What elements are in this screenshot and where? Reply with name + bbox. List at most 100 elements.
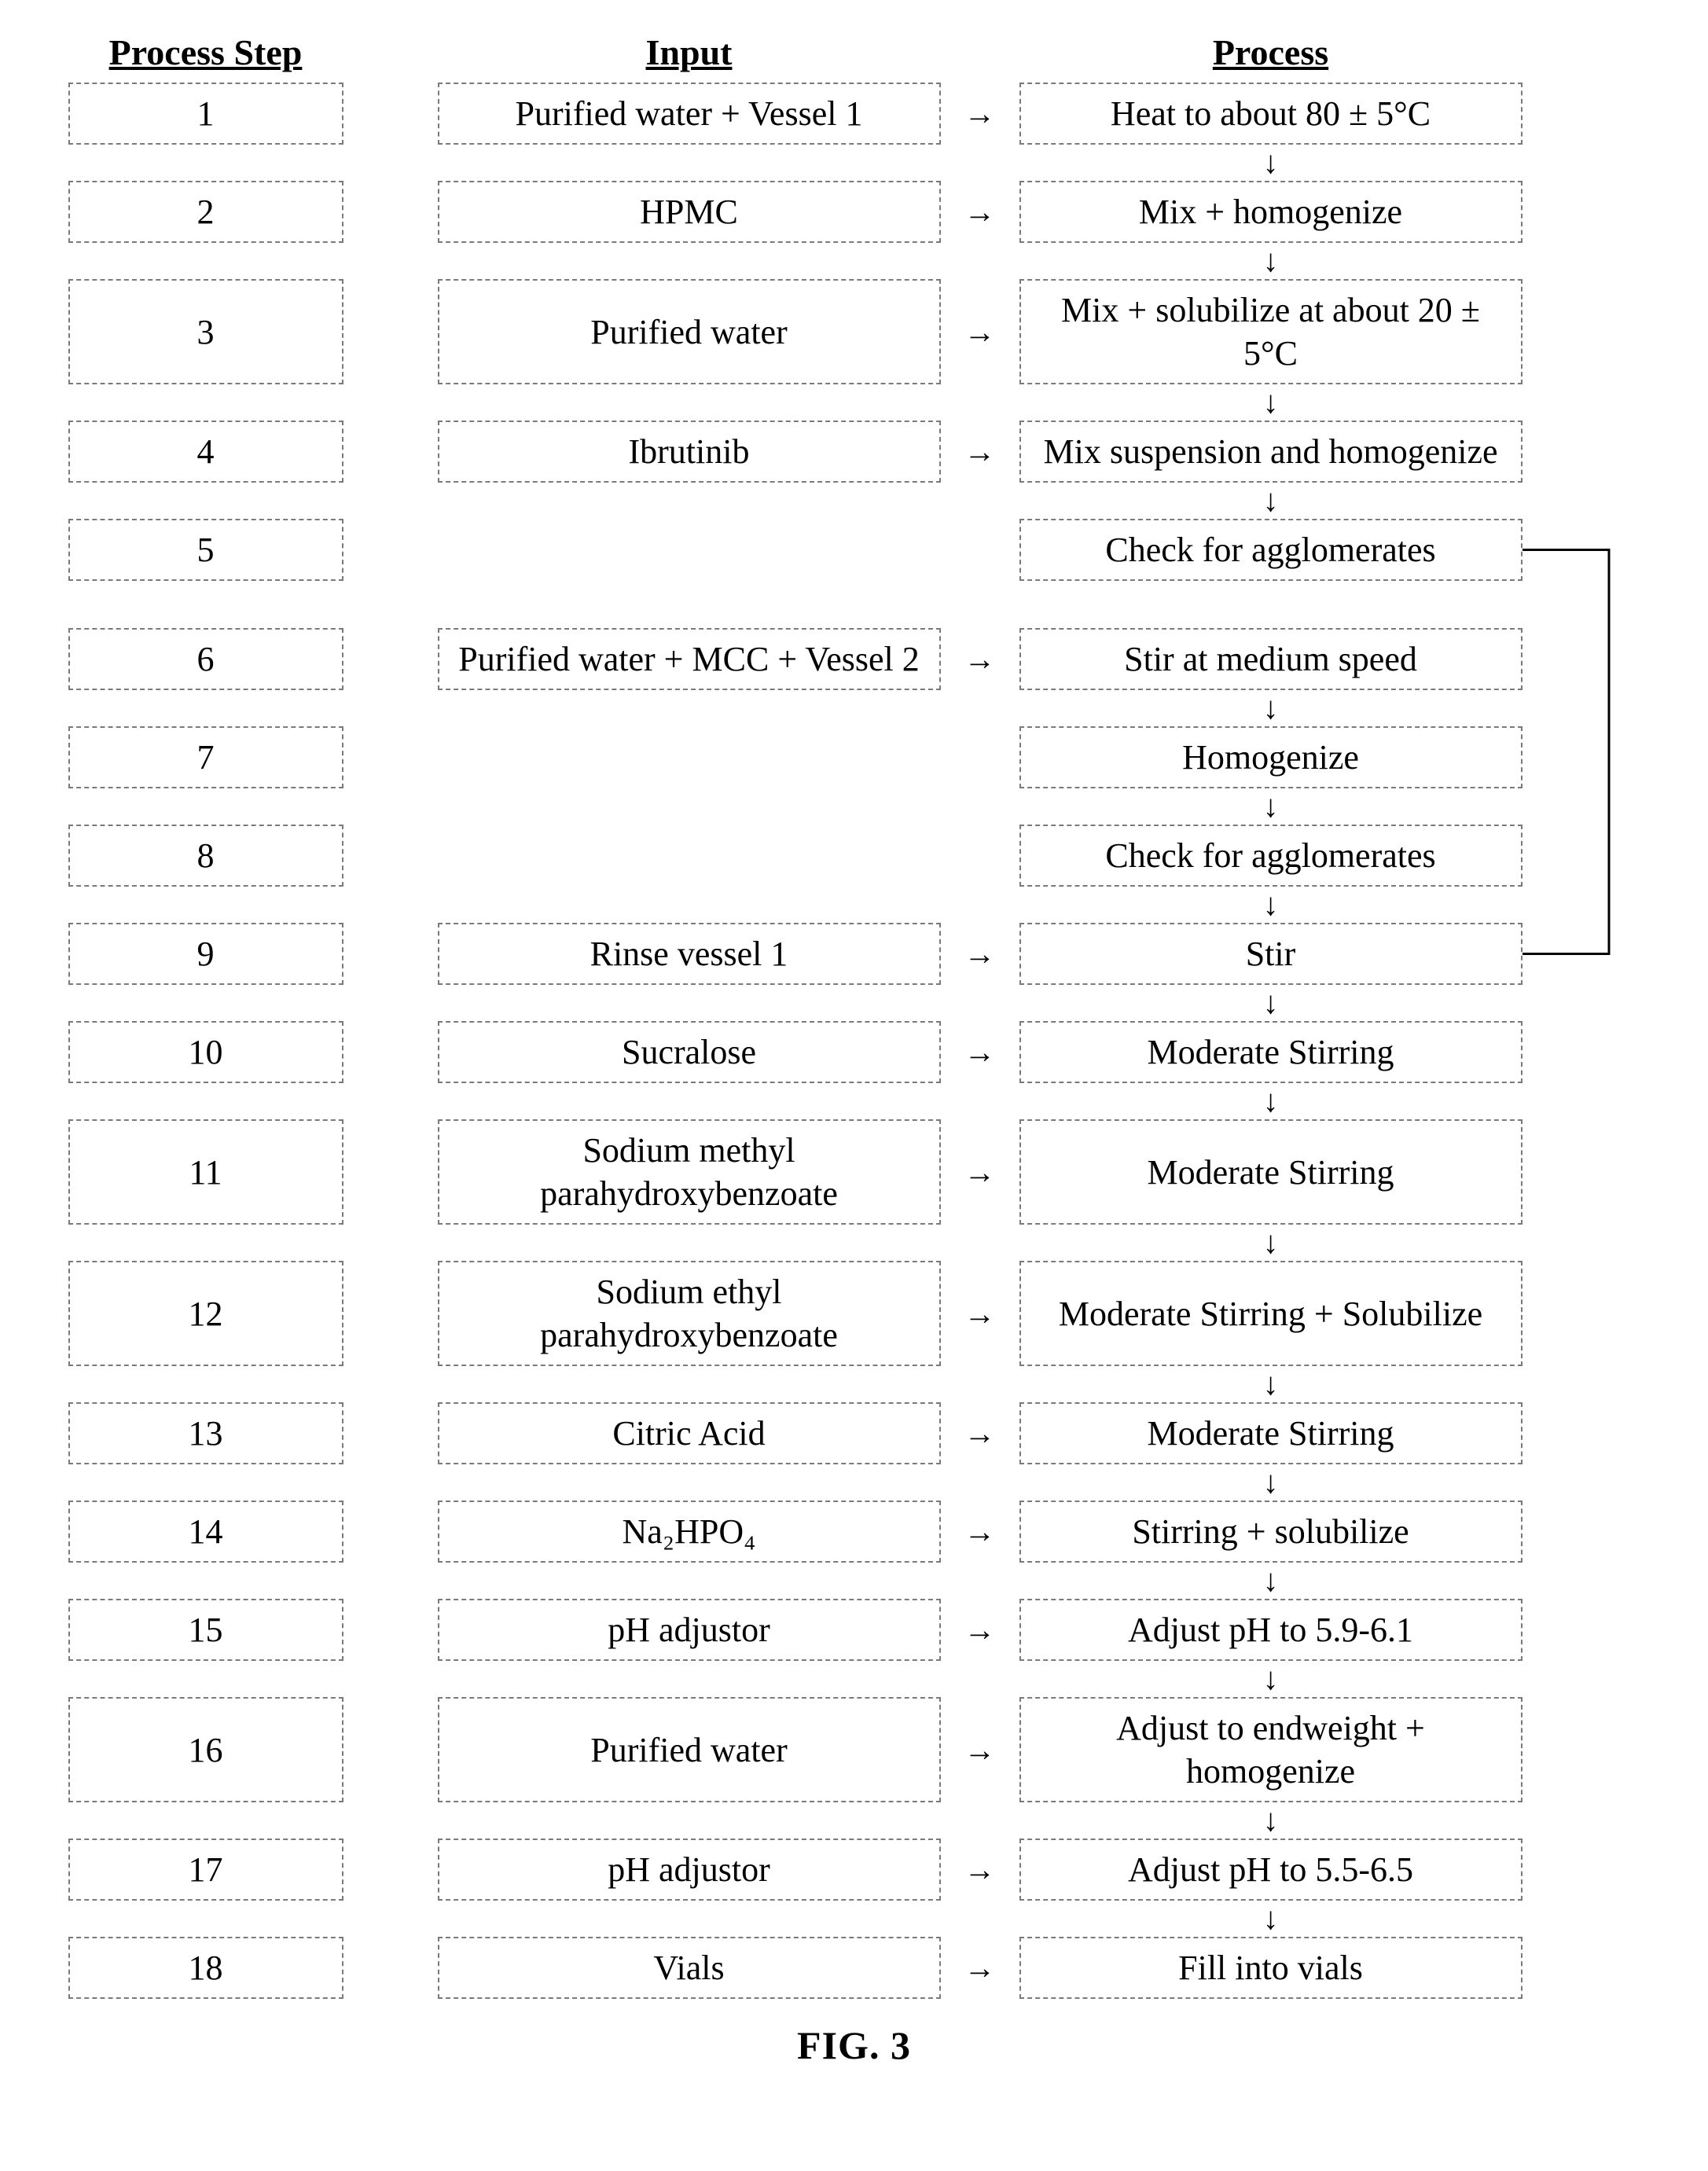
arrow-down-icon: ↓ bbox=[1019, 384, 1523, 421]
process-row: 2HPMC→Mix + homogenize bbox=[68, 181, 1640, 243]
input-cell: Purified water + MCC + Vessel 2 bbox=[438, 628, 941, 690]
process-cell: Adjust pH to 5.5-6.5 bbox=[1019, 1839, 1523, 1901]
input-cell-empty bbox=[438, 726, 941, 788]
side-column bbox=[1523, 519, 1640, 581]
step-number-cell: 14 bbox=[68, 1501, 343, 1563]
side-column bbox=[1523, 83, 1640, 145]
arrow-right-icon bbox=[941, 519, 1019, 581]
process-row: 18Vials→Fill into vials bbox=[68, 1937, 1640, 1999]
step-number-cell: 2 bbox=[68, 181, 343, 243]
input-cell: Sucralose bbox=[438, 1021, 941, 1083]
process-row: 14 Na₂HPO₄→Stirring + solubilize bbox=[68, 1501, 1640, 1563]
arrow-down-icon: ↓ bbox=[1019, 145, 1523, 181]
input-cell: Ibrutinib bbox=[438, 421, 941, 483]
process-row: 7 Homogenize bbox=[68, 726, 1640, 788]
input-cell: pH adjustor bbox=[438, 1839, 941, 1901]
process-cell: Moderate Stirring + Solubilize bbox=[1019, 1261, 1523, 1366]
down-arrow-row: ↓ bbox=[68, 384, 1640, 421]
process-cell: Homogenize bbox=[1019, 726, 1523, 788]
arrow-right-icon: → bbox=[941, 1261, 1019, 1366]
down-arrow-row: ↓ bbox=[68, 1901, 1640, 1937]
down-arrow-row: ↓ bbox=[68, 483, 1640, 519]
input-cell: Sodium methyl parahydroxybenzoate bbox=[438, 1119, 941, 1225]
step-number-cell: 7 bbox=[68, 726, 343, 788]
side-column bbox=[1523, 825, 1640, 887]
input-cell: Citric Acid bbox=[438, 1402, 941, 1464]
process-row: 1Purified water + Vessel 1→Heat to about… bbox=[68, 83, 1640, 145]
arrow-down-icon: ↓ bbox=[1019, 1366, 1523, 1402]
step-number-cell: 4 bbox=[68, 421, 343, 483]
input-cell: Rinse vessel 1 bbox=[438, 923, 941, 985]
arrow-down-icon: ↓ bbox=[1019, 788, 1523, 825]
down-arrow-row: ↓ bbox=[68, 887, 1640, 923]
side-column bbox=[1523, 1021, 1640, 1083]
input-cell: Sodium ethyl parahydroxybenzoate bbox=[438, 1261, 941, 1366]
input-cell: Purified water bbox=[438, 279, 941, 384]
process-cell: Stirring + solubilize bbox=[1019, 1501, 1523, 1563]
side-column bbox=[1523, 421, 1640, 483]
side-column bbox=[1523, 628, 1640, 690]
arrow-right-icon: → bbox=[941, 1839, 1019, 1901]
process-cell: Mix + homogenize bbox=[1019, 181, 1523, 243]
arrow-right-icon: → bbox=[941, 1937, 1019, 1999]
side-column bbox=[1523, 726, 1640, 788]
process-cell: Stir bbox=[1019, 923, 1523, 985]
side-column bbox=[1523, 923, 1640, 985]
input-cell: Na₂HPO₄ bbox=[438, 1501, 941, 1563]
down-arrow-row: ↓ bbox=[68, 1802, 1640, 1839]
arrow-down-icon: ↓ bbox=[1019, 690, 1523, 726]
step-number-cell: 5 bbox=[68, 519, 343, 581]
process-row: 6 Purified water + MCC + Vessel 2→Stir at… bbox=[68, 628, 1640, 690]
process-cell: Mix + solubilize at about 20 ± 5°C bbox=[1019, 279, 1523, 384]
arrow-down-icon: ↓ bbox=[1019, 1464, 1523, 1501]
down-arrow-row: ↓ bbox=[68, 1661, 1640, 1697]
step-number-cell: 13 bbox=[68, 1402, 343, 1464]
header-process: Process bbox=[1019, 31, 1523, 73]
down-arrow-row: ↓ bbox=[68, 1083, 1640, 1119]
side-column bbox=[1523, 181, 1640, 243]
arrow-down-icon: ↓ bbox=[1019, 985, 1523, 1021]
arrow-right-icon: → bbox=[941, 628, 1019, 690]
process-cell: Fill into vials bbox=[1019, 1937, 1523, 1999]
side-column bbox=[1523, 1599, 1640, 1661]
step-number-cell: 9 bbox=[68, 923, 343, 985]
arrow-right-icon: → bbox=[941, 1402, 1019, 1464]
side-column bbox=[1523, 1501, 1640, 1563]
flowchart-page: Process Step Input Process 1Purified wat… bbox=[68, 31, 1640, 2068]
arrow-right-icon: → bbox=[941, 279, 1019, 384]
side-column bbox=[1523, 279, 1640, 384]
side-column bbox=[1523, 1839, 1640, 1901]
input-cell-empty bbox=[438, 825, 941, 887]
arrow-right-icon: → bbox=[941, 1501, 1019, 1563]
side-column bbox=[1523, 1402, 1640, 1464]
process-row: 3 Purified water→Mix + solubilize at abou… bbox=[68, 279, 1640, 384]
down-arrow-row: ↓ bbox=[68, 985, 1640, 1021]
figure-label: FIG. 3 bbox=[68, 2022, 1640, 2068]
down-arrow-row: ↓ bbox=[68, 1464, 1640, 1501]
step-number-cell: 10 bbox=[68, 1021, 343, 1083]
process-row: 10Sucralose→Moderate Stirring bbox=[68, 1021, 1640, 1083]
arrow-right-icon: → bbox=[941, 181, 1019, 243]
down-arrow-row: ↓ bbox=[68, 788, 1640, 825]
process-row: 17 pH adjustor→Adjust pH to 5.5-6.5 bbox=[68, 1839, 1640, 1901]
process-cell: Moderate Stirring bbox=[1019, 1119, 1523, 1225]
header-input: Input bbox=[438, 31, 941, 73]
process-cell: Stir at medium speed bbox=[1019, 628, 1523, 690]
arrow-right-icon bbox=[941, 726, 1019, 788]
step-number-cell: 1 bbox=[68, 83, 343, 145]
arrow-down-icon: ↓ bbox=[1019, 1083, 1523, 1119]
arrow-right-icon: → bbox=[941, 1119, 1019, 1225]
step-number-cell: 12 bbox=[68, 1261, 343, 1366]
down-arrow-row: ↓ bbox=[68, 243, 1640, 279]
header-step: Process Step bbox=[68, 31, 343, 73]
arrow-down-icon: ↓ bbox=[1019, 243, 1523, 279]
process-row: 9Rinse vessel 1→Stir bbox=[68, 923, 1640, 985]
process-row: 4Ibrutinib→Mix suspension and homogenize bbox=[68, 421, 1640, 483]
process-row: 5 Check for agglomerates bbox=[68, 519, 1640, 581]
process-cell: Check for agglomerates bbox=[1019, 519, 1523, 581]
arrow-down-icon: ↓ bbox=[1019, 1225, 1523, 1261]
step-number-cell: 3 bbox=[68, 279, 343, 384]
process-cell: Moderate Stirring bbox=[1019, 1402, 1523, 1464]
step-number-cell: 6 bbox=[68, 628, 343, 690]
step-number-cell: 17 bbox=[68, 1839, 343, 1901]
